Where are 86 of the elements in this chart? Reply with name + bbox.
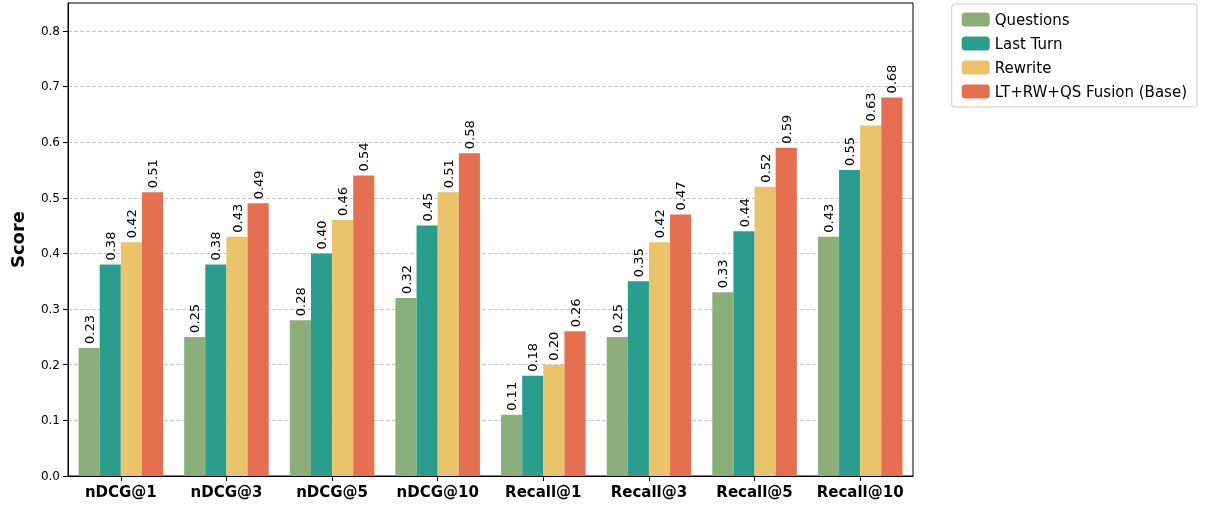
bar <box>839 169 861 476</box>
y-axis-title: Score <box>6 210 28 269</box>
bar <box>141 192 164 476</box>
data-label: 0.54 <box>356 142 372 172</box>
x-tick-label: nDCG@3 <box>190 482 263 501</box>
data-label: 0.20 <box>546 331 562 361</box>
data-label: 0.25 <box>187 303 203 333</box>
x-tick-label: Recall@10 <box>816 482 904 501</box>
bar <box>543 364 565 476</box>
bar <box>395 297 417 476</box>
data-label: 0.35 <box>630 248 646 278</box>
bar <box>860 125 882 476</box>
data-label: 0.33 <box>715 259 731 289</box>
x-tick-label: nDCG@10 <box>396 482 479 501</box>
bar <box>648 242 671 476</box>
data-label: 0.46 <box>335 187 351 217</box>
x-tick-label: nDCG@1 <box>84 482 157 501</box>
bar <box>99 264 121 476</box>
data-label: 0.11 <box>504 381 520 411</box>
bar <box>670 214 692 476</box>
data-label: 0.47 <box>673 181 689 211</box>
data-label: 0.68 <box>884 64 900 94</box>
data-label: 0.59 <box>778 114 794 144</box>
data-label: 0.26 <box>567 298 583 328</box>
data-label: 0.38 <box>102 231 118 261</box>
legend-label: Rewrite <box>994 58 1052 77</box>
data-label: 0.51 <box>145 159 160 189</box>
legend-label: Questions <box>994 10 1070 29</box>
data-label: 0.42 <box>123 209 139 239</box>
y-tick-label: 0.3 <box>40 302 60 317</box>
bar <box>78 348 100 476</box>
data-label: 0.23 <box>81 315 97 345</box>
y-tick-label: 0.4 <box>40 246 60 261</box>
data-label: 0.42 <box>652 209 667 239</box>
x-tick-label: Recall@1 <box>505 482 582 501</box>
data-label: 0.45 <box>419 192 435 222</box>
data-label: 0.28 <box>292 287 308 317</box>
y-tick-label: 0.7 <box>40 79 60 94</box>
bar <box>712 292 734 476</box>
data-label: 0.51 <box>440 159 456 189</box>
bar <box>120 242 142 476</box>
x-tick-label: Recall@3 <box>610 482 688 501</box>
bar <box>881 97 903 476</box>
y-tick-label: 0.0 <box>40 469 60 483</box>
data-label: 0.25 <box>609 303 625 333</box>
bar <box>247 203 269 476</box>
data-label: 0.58 <box>461 120 477 150</box>
data-label: 0.63 <box>863 92 879 122</box>
bar <box>205 264 227 476</box>
legend-label: Last Turn <box>994 34 1063 53</box>
data-label: 0.18 <box>525 342 541 372</box>
y-tick-label: 0.2 <box>40 357 60 372</box>
data-label: 0.43 <box>821 203 836 233</box>
bar <box>501 414 523 476</box>
data-label: 0.55 <box>842 136 858 166</box>
data-label: 0.43 <box>229 203 245 233</box>
bar <box>289 320 311 476</box>
x-tick-label: Recall@5 <box>716 482 793 501</box>
y-tick-label: 0.1 <box>40 413 60 428</box>
bar <box>332 220 354 476</box>
bar <box>522 375 544 476</box>
bar <box>416 225 438 476</box>
legend-label: LT+RW+QS Fusion (Base) <box>994 82 1187 101</box>
bar <box>353 175 375 476</box>
bar <box>754 186 776 476</box>
data-label: 0.49 <box>250 170 266 200</box>
bar <box>775 147 797 476</box>
bar <box>733 231 755 476</box>
bar <box>458 153 480 476</box>
y-tick-label: 0.6 <box>40 135 60 150</box>
bar <box>310 253 333 476</box>
bar <box>184 336 206 476</box>
y-tick-label: 0.8 <box>40 23 60 38</box>
bar <box>606 336 628 476</box>
data-label: 0.52 <box>757 153 773 183</box>
bar <box>226 236 248 476</box>
bar <box>817 236 840 476</box>
data-label: 0.38 <box>208 231 224 261</box>
bar <box>627 281 649 476</box>
bar <box>437 192 459 476</box>
data-label: 0.40 <box>314 220 329 250</box>
bar <box>564 331 586 476</box>
x-tick-label: nDCG@5 <box>296 482 369 501</box>
data-label: 0.32 <box>398 264 414 294</box>
y-tick-label: 0.5 <box>40 190 60 205</box>
data-label: 0.44 <box>736 198 752 228</box>
